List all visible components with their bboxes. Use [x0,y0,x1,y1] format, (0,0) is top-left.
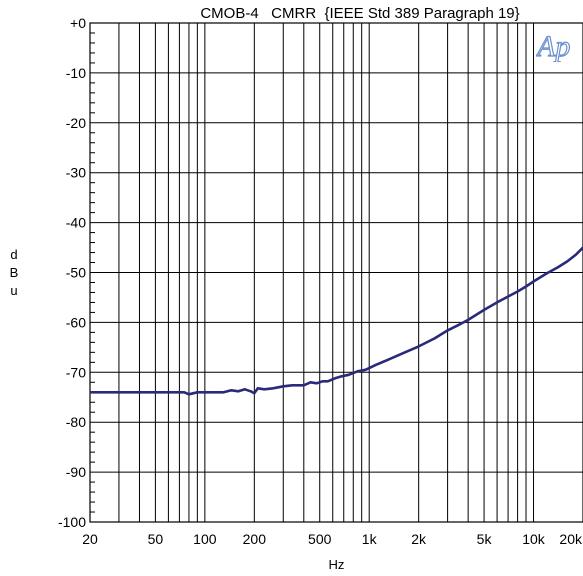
y-tick-label: -20 [66,115,86,131]
x-tick-label: 500 [308,531,332,547]
y-tick-label: -80 [66,414,86,430]
x-tick-label: 20 [82,531,98,547]
y-tick-label: -10 [66,65,86,81]
y-tick-label: -50 [66,265,86,281]
x-tick-label: 20k [559,531,583,547]
y-tick-label: -30 [66,165,86,181]
x-tick-label: 50 [148,531,164,547]
audio-precision-logo: Ap [536,29,571,62]
y-tick-label: -70 [66,364,86,380]
y-tick-label: -40 [66,215,86,231]
logo-text: Ap [536,30,570,62]
plot-frame [89,22,583,523]
y-tick-label: -90 [66,464,86,480]
x-tick-label: 200 [243,531,267,547]
y-tick-label: -60 [66,314,86,330]
cmrr-series-line [90,246,583,396]
x-tick-label: 5k [477,531,493,547]
y-tick-label: -100 [58,514,86,530]
chart-title: CMOB-4 CMRR {IEEE Std 389 Paragraph 19} [200,5,520,22]
y-axis-label: d B u [7,246,21,300]
x-tick-label: 1k [362,531,378,547]
x-tick-label: 2k [411,531,427,547]
y-tick-label: +0 [70,15,86,31]
y-axis-label-letter: B [9,265,19,280]
y-axis-label-letter: u [10,283,18,298]
y-axis-label-letter: d [10,247,18,262]
x-axis-label: Hz [328,557,345,572]
x-tick-label: 100 [193,531,217,547]
x-tick-label: 10k [522,531,546,547]
